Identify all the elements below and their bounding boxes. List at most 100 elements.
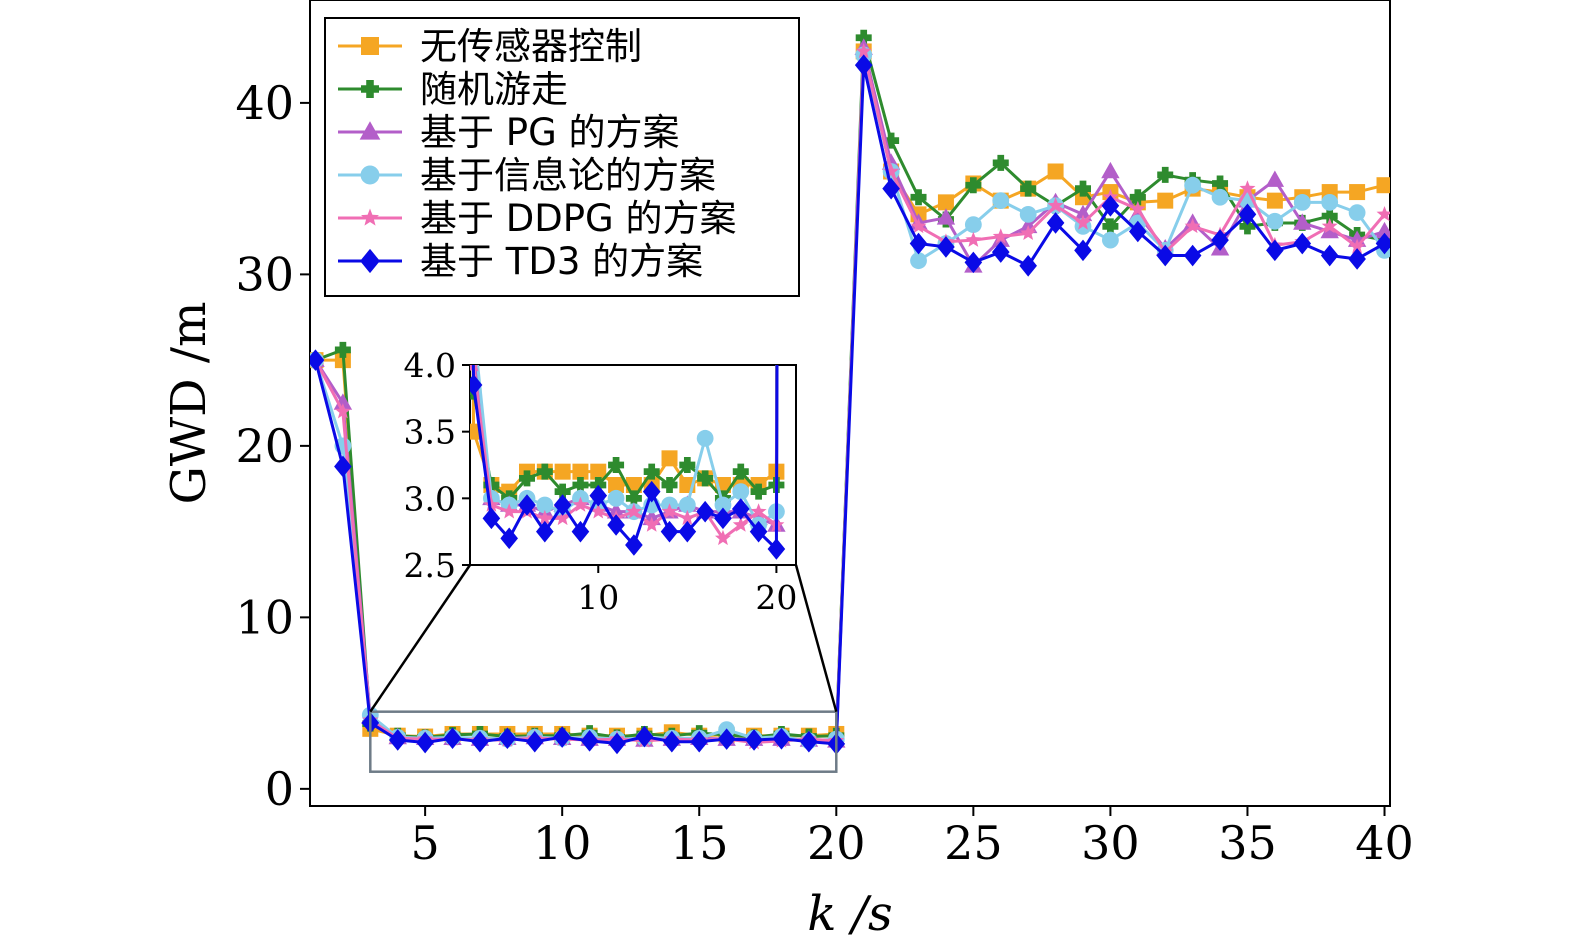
data-point	[992, 228, 1009, 244]
data-point	[1376, 177, 1390, 194]
data-point	[663, 730, 681, 753]
inset-data-point	[696, 429, 714, 447]
inset-data-point	[554, 483, 571, 500]
inset-data-point	[572, 477, 589, 493]
inset-y-tick-label: 3.0	[404, 479, 456, 518]
data-point	[1129, 189, 1146, 206]
data-point	[1047, 197, 1064, 213]
data-point	[471, 730, 489, 753]
legend-marker	[361, 208, 379, 226]
inset-data-point	[536, 496, 554, 514]
data-point	[635, 725, 654, 748]
inset-data-point	[714, 507, 732, 530]
data-point	[580, 730, 599, 752]
inset-data-point	[590, 503, 607, 519]
data-point	[1348, 204, 1366, 222]
data-point	[1266, 192, 1283, 209]
y-tick-label: 40	[235, 76, 294, 130]
zoom-indicator	[369, 564, 838, 773]
data-point	[1019, 255, 1037, 277]
inset-data-point	[572, 463, 589, 480]
data-point	[964, 216, 982, 234]
legend-label: 基于 DDPG 的方案	[420, 197, 737, 240]
inset-data-point	[536, 509, 553, 526]
inset-data-point	[678, 496, 696, 514]
inset-data-point	[554, 509, 571, 526]
y-tick-label: 20	[235, 419, 294, 473]
inset-data-point	[482, 507, 501, 530]
data-point	[937, 236, 955, 258]
data-point	[334, 341, 351, 358]
data-point	[1102, 218, 1119, 235]
inset-data-point	[470, 423, 482, 440]
data-point	[1293, 213, 1312, 230]
data-point	[1046, 212, 1065, 234]
x-tick-label: 5	[410, 816, 439, 870]
data-point	[883, 132, 900, 149]
data-point	[1349, 238, 1366, 254]
inset-data-point	[519, 470, 536, 487]
data-point	[1293, 193, 1311, 211]
inset-data-point	[590, 463, 607, 480]
data-point	[855, 29, 872, 46]
inset-data-point	[642, 480, 661, 503]
data-point	[1266, 239, 1284, 262]
legend-entry: 基于 DDPG 的方案	[338, 197, 737, 240]
x-tick-label: 35	[1218, 816, 1277, 870]
inset-plot: 10 20 2.5 3.0 3.5 4.0	[404, 346, 798, 617]
y-tick-label: 30	[235, 247, 294, 301]
legend-entry: 无传感器控制	[338, 25, 642, 68]
data-point	[1321, 217, 1338, 234]
y-axis-title: GWD /m	[161, 301, 217, 504]
inset-data-point	[501, 503, 518, 519]
x-axis-title: k /s	[807, 886, 892, 942]
y-tick-label: 10	[235, 590, 294, 644]
inset-data-point	[714, 529, 731, 546]
data-point	[1348, 248, 1366, 270]
data-point	[1156, 244, 1175, 267]
data-point	[854, 54, 873, 76]
legend-marker	[360, 165, 380, 185]
legend-marker	[359, 121, 381, 140]
data-point	[772, 727, 791, 750]
y-tick-label: 0	[265, 762, 294, 816]
data-point	[1239, 218, 1256, 235]
data-point	[1129, 200, 1146, 217]
legend-entry: 基于 TD3 的方案	[338, 240, 703, 283]
inset-data-point	[500, 527, 518, 550]
inset-data-point	[732, 463, 749, 480]
data-point	[1265, 170, 1285, 187]
data-point	[1157, 166, 1174, 183]
data-point	[1047, 163, 1064, 180]
inset-data-point	[732, 516, 749, 532]
zoom-connector	[794, 564, 838, 713]
inset-data-point	[483, 496, 500, 512]
data-point	[1320, 244, 1339, 267]
x-tick-label: 20	[807, 816, 866, 870]
inset-data-point	[732, 483, 750, 501]
inset-data-point	[625, 490, 642, 507]
data-point	[310, 349, 325, 371]
inset-data-point	[589, 484, 608, 507]
data-point	[388, 729, 407, 751]
inset-data-point	[679, 509, 696, 526]
data-point	[855, 43, 872, 59]
zoom-connector	[369, 564, 472, 713]
legend-marker	[360, 248, 380, 274]
inset-axes-frame	[469, 364, 797, 566]
inset-data-point	[660, 520, 679, 543]
data-point	[1293, 232, 1312, 255]
inset-y-tick-label: 3.5	[404, 413, 456, 452]
data-point	[1211, 229, 1229, 251]
inset-data-point	[554, 463, 571, 480]
data-point	[1238, 203, 1257, 226]
data-point	[745, 729, 763, 751]
inset-data-point	[661, 450, 678, 467]
inset-data-point	[750, 503, 767, 519]
legend-label: 基于信息论的方案	[420, 154, 716, 197]
data-point	[1184, 176, 1202, 194]
data-point	[1019, 205, 1037, 223]
legend-frame	[324, 17, 800, 297]
inset-data-point	[643, 516, 660, 532]
